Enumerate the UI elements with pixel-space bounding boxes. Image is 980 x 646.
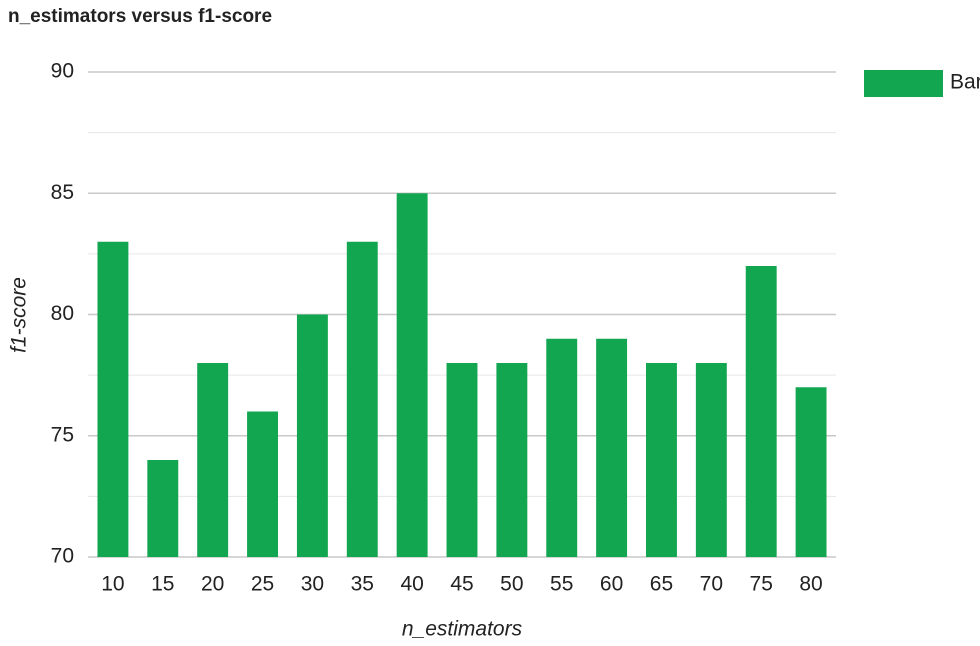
bar (496, 363, 528, 557)
y-tick-label: 75 (51, 423, 74, 446)
x-tick-label: 70 (700, 573, 723, 596)
x-tick-label: 25 (251, 573, 274, 596)
bar (695, 363, 727, 557)
y-axis-label: f1-score (8, 277, 31, 353)
y-tick-label: 80 (51, 302, 74, 325)
x-tick-label: 20 (201, 573, 224, 596)
bar (596, 338, 628, 557)
x-tick-label: 50 (500, 573, 523, 596)
chart-title: n_estimators versus f1-score (8, 6, 272, 27)
x-tick-label: 40 (400, 573, 423, 596)
y-tick-label: 90 (51, 60, 74, 83)
bar (646, 363, 677, 557)
x-tick-label: 10 (101, 573, 124, 596)
bar (546, 338, 578, 557)
x-tick-label: 30 (301, 573, 324, 596)
bar (446, 363, 478, 557)
x-tick-label: 55 (550, 573, 573, 596)
legend-swatch (864, 70, 943, 97)
x-tick-label: 65 (650, 573, 673, 596)
x-tick-label: 45 (450, 573, 473, 596)
y-tick-label: 70 (51, 545, 74, 568)
bar (396, 193, 428, 557)
x-tick-label: 80 (799, 573, 822, 596)
bar (97, 241, 129, 557)
x-tick-label: 15 (151, 573, 174, 596)
bar (147, 460, 179, 557)
legend-label: Bar1 (950, 71, 980, 94)
bar (346, 241, 378, 557)
x-tick-label: 60 (600, 573, 623, 596)
bar (197, 363, 229, 557)
bar (795, 387, 827, 557)
bar (296, 314, 328, 557)
bar (745, 266, 777, 557)
x-tick-label: 75 (750, 573, 773, 596)
x-tick-label: 35 (351, 573, 374, 596)
y-tick-label: 85 (51, 181, 74, 204)
bar (247, 411, 278, 557)
x-axis-label: n_estimators (402, 618, 523, 641)
